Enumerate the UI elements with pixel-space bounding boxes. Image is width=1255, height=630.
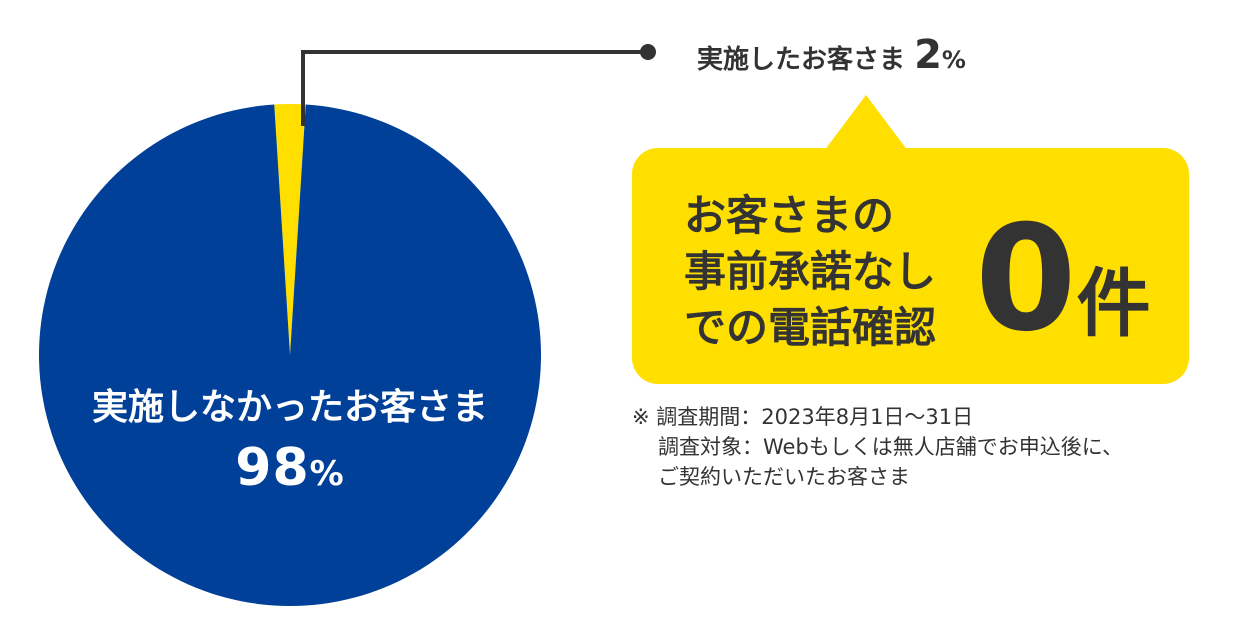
callout-count-unit: 件 <box>1076 261 1151 347</box>
slice-value-performed-number: 2 <box>914 32 942 78</box>
slice-value-not-performed: 98% <box>40 438 540 498</box>
slice-label-performed-text: 実施したお客さま <box>697 45 906 75</box>
pie-slice-performed <box>274 104 306 356</box>
slice-value-unit: % <box>309 454 345 494</box>
callout-text: お客さまの 事前承諾なし での電話確認 <box>684 188 936 356</box>
callout-count: 0件 <box>975 206 1151 352</box>
note-line-target-cont: ご契約いただいたお客さま <box>658 465 910 489</box>
callout-box: お客さまの 事前承諾なし での電話確認 0件 <box>632 148 1189 384</box>
slice-value-number: 98 <box>235 438 310 498</box>
slice-label-not-performed: 実施しなかったお客さま <box>91 387 488 428</box>
note-line-period: ※ 調査期間：2023年8月1日〜31日 <box>632 405 974 429</box>
callout-line: お客さまの <box>684 191 895 240</box>
callout-count-number: 0 <box>975 194 1077 364</box>
leader-dot <box>640 44 656 60</box>
slice-label-performed: 実施したお客さま 2% <box>697 32 966 78</box>
slice-value-performed-unit: % <box>941 46 966 74</box>
pie-slice-not-performed <box>39 104 541 607</box>
survey-note: ※ 調査期間：2023年8月1日〜31日 調査対象：Webもしくは無人店舗でお申… <box>632 402 1123 492</box>
callout-tail <box>824 95 908 151</box>
callout-line: での電話確認 <box>684 303 937 352</box>
note-line-target: 調査対象：Webもしくは無人店舗でお申込後に、 <box>658 435 1124 459</box>
callout-line: 事前承諾なし <box>684 247 937 296</box>
leader-line <box>301 50 648 126</box>
